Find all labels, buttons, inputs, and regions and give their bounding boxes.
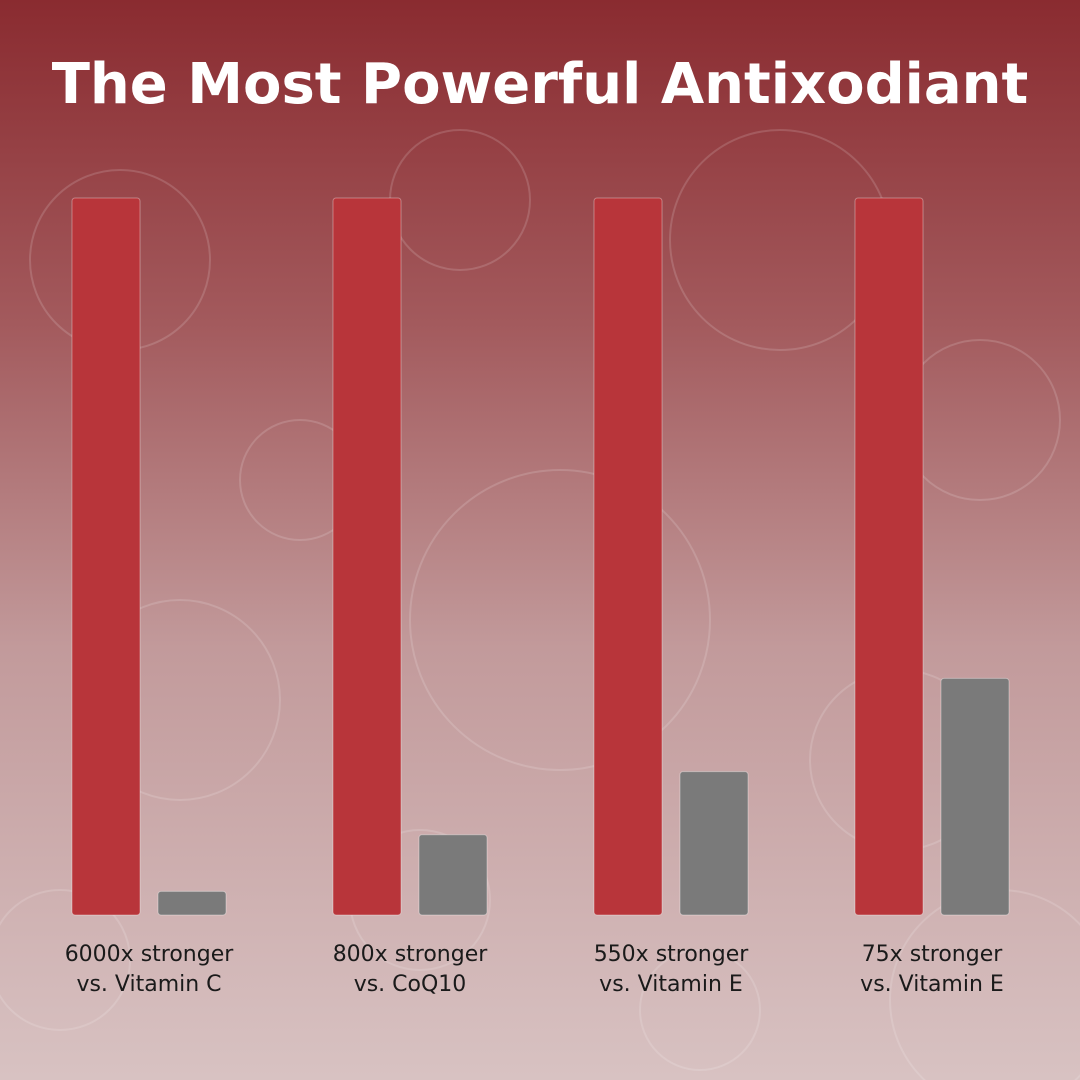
category-label: vs. Vitamin E	[860, 972, 1004, 997]
category-label: 75x stronger	[862, 942, 1004, 967]
bar	[332, 197, 402, 916]
category-label: vs. CoQ10	[354, 972, 467, 997]
bar	[854, 197, 924, 916]
bar	[940, 677, 1010, 916]
category-label: 6000x stronger	[65, 942, 235, 967]
category-label: 800x stronger	[333, 942, 489, 967]
bar	[418, 834, 488, 916]
category-label: vs. Vitamin C	[76, 972, 221, 997]
bar	[157, 890, 227, 916]
category-label: vs. Vitamin E	[599, 972, 743, 997]
bar	[679, 771, 749, 916]
chart-title: The Most Powerful Antixodiant	[52, 52, 1029, 117]
bar	[593, 197, 663, 916]
category-label: 550x stronger	[594, 942, 750, 967]
bar	[71, 197, 141, 916]
